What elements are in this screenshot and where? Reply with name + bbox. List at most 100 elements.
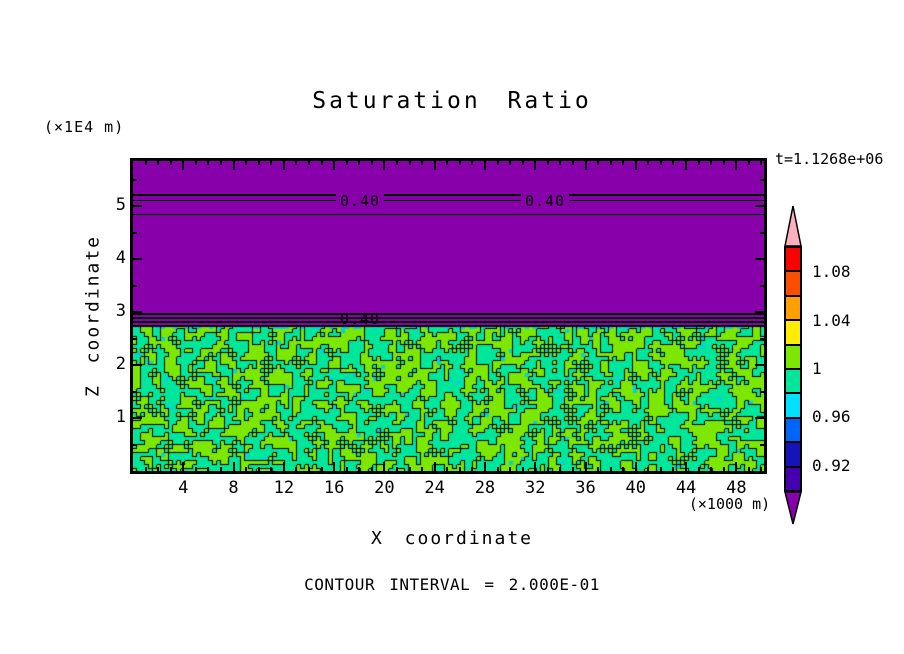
z-tick-label: 5 [115, 195, 126, 216]
contour-line [133, 214, 764, 215]
contour-interval-note: CONTOUR INTERVAL = 2.000E-01 [304, 575, 600, 594]
timestamp-label: t=1.1268e+06 [775, 150, 884, 168]
tick-mark [634, 161, 637, 170]
colorbar-tick-label: 1 [812, 359, 822, 378]
contour-line [133, 320, 764, 323]
tick-mark [421, 161, 424, 165]
contour-label: 0.40 [339, 310, 381, 328]
tick-mark [245, 467, 248, 471]
contour-label: 0.40 [520, 192, 570, 210]
tick-mark [333, 161, 336, 170]
tick-mark [219, 467, 222, 471]
x-tick-label: 32 [524, 478, 546, 498]
tick-mark [157, 467, 160, 471]
tick-mark [760, 231, 764, 234]
x-tick-label: 40 [625, 478, 647, 498]
tick-mark [584, 161, 587, 170]
colorbar-tick-label: 1.04 [812, 310, 851, 330]
tick-mark [408, 161, 411, 165]
tick-mark [496, 467, 499, 471]
tick-mark [133, 417, 142, 419]
x-tick-label: 24 [424, 478, 445, 498]
colorbar-segment [786, 343, 800, 369]
colorbar-tick-label: 0.92 [812, 455, 851, 475]
contour-line [133, 313, 764, 315]
tick-mark [722, 161, 725, 165]
tick-mark [597, 467, 600, 471]
colorbar-lower-arrow [784, 491, 802, 525]
tick-mark [722, 467, 725, 471]
tick-mark [584, 462, 587, 471]
tick-mark [710, 467, 713, 471]
tick-mark [232, 462, 235, 471]
tick-mark [760, 390, 764, 393]
tick-mark [609, 161, 612, 165]
colorbar-segment [786, 465, 800, 491]
tick-mark [207, 467, 210, 471]
tick-mark [133, 284, 137, 287]
tick-mark [395, 467, 398, 471]
colorbar-upper-arrow [784, 205, 802, 247]
colorbar [784, 246, 802, 492]
tick-mark [194, 161, 197, 165]
z-tick-label: 4 [115, 248, 126, 269]
colorbar-segment [786, 248, 800, 271]
tick-mark [609, 467, 612, 471]
tick-mark [282, 462, 285, 471]
tick-mark [169, 161, 172, 165]
tick-mark [647, 467, 650, 471]
tick-mark [471, 161, 474, 165]
x-tick-label: 12 [273, 478, 295, 498]
tick-mark [433, 462, 436, 471]
x-tick-label: 16 [323, 478, 345, 498]
tick-mark [133, 258, 142, 261]
colorbar-segment [786, 441, 800, 466]
tick-mark [458, 467, 461, 471]
tick-mark [182, 462, 185, 471]
tick-mark [622, 467, 625, 471]
tick-mark [546, 161, 549, 165]
colorbar-segment [786, 416, 800, 442]
tick-mark [307, 161, 310, 165]
tick-mark [509, 467, 512, 471]
tick-mark [659, 467, 662, 471]
tick-mark [546, 467, 549, 471]
tick-mark [559, 467, 562, 471]
tick-mark [521, 161, 524, 165]
tick-mark [144, 467, 147, 471]
upper-region-fill [133, 161, 764, 325]
tick-mark [755, 364, 764, 367]
plot-area: 0.40 0.40 0.40 [130, 158, 767, 474]
tick-mark [333, 462, 336, 471]
colorbar-segment [786, 319, 800, 344]
tick-mark [245, 161, 248, 165]
tick-mark [270, 161, 273, 165]
tick-mark [370, 467, 373, 471]
x-axis-title: X coordinate [370, 528, 534, 549]
z-axis-unit-label: (×1E4 m) [44, 118, 125, 136]
tick-mark [483, 161, 486, 170]
tick-mark [370, 161, 373, 165]
tick-mark [157, 161, 160, 165]
contour-label: 0.40 [335, 192, 385, 210]
tick-mark [282, 161, 285, 170]
tick-mark [534, 161, 537, 170]
tick-mark [358, 467, 361, 471]
tick-mark [144, 161, 147, 165]
tick-mark [647, 161, 650, 165]
tick-mark [755, 205, 764, 208]
tick-mark [760, 443, 764, 446]
tick-mark [345, 467, 348, 471]
tick-mark [735, 462, 738, 471]
tick-mark [735, 161, 738, 170]
tick-mark [622, 161, 625, 165]
tick-mark [257, 161, 260, 165]
tick-mark [433, 161, 436, 170]
tick-mark [320, 467, 323, 471]
tick-mark [760, 178, 764, 181]
tick-mark [232, 161, 235, 170]
tick-mark [345, 161, 348, 165]
tick-mark [295, 467, 298, 471]
tick-mark [133, 178, 137, 181]
tick-mark [446, 467, 449, 471]
